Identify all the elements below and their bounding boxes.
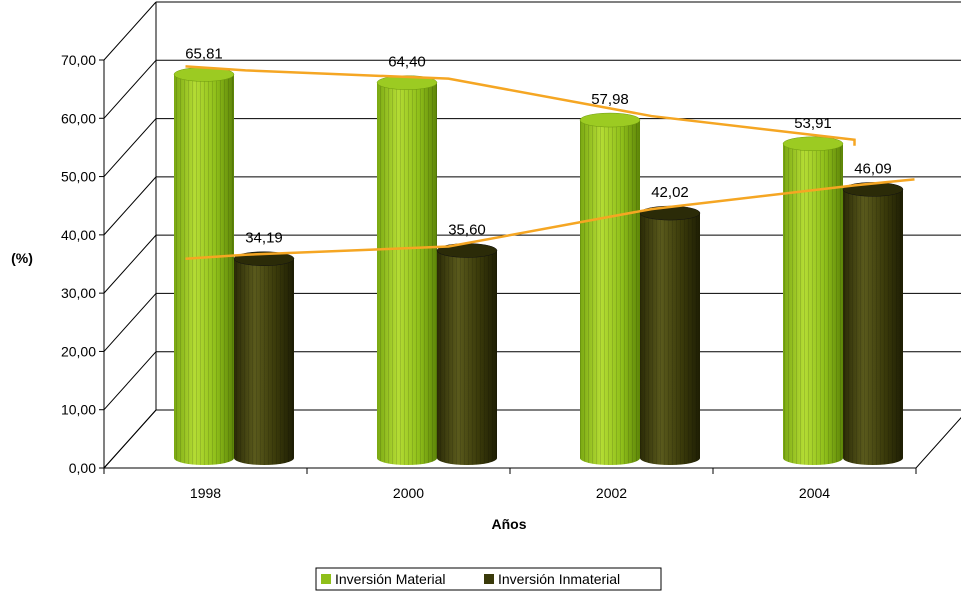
gridline-depth [103,1,157,61]
y-tick-label: 0,00 [69,460,96,476]
bar [639,205,701,465]
bar [436,243,498,465]
data-label: 34,19 [245,230,283,247]
bar-texture [580,120,640,466]
trendline-inmaterial [185,178,915,260]
bar [233,251,295,465]
trendline-material [185,65,856,146]
bars [173,67,904,466]
bar-texture [174,74,234,465]
gridline-depth [103,59,157,119]
y-tick-label: 20,00 [61,343,96,359]
bar-texture [234,258,294,465]
gridline-depth [103,234,157,294]
bar-texture [783,143,843,465]
gridline-depth [103,409,157,469]
x-tick-label: 2000 [393,485,424,501]
data-labels: 65,81 34,19 64,40 35,60 57,98 42,02 53,91 46,09 [185,45,892,246]
gridline-depth [103,176,157,236]
legend-swatch-material [321,574,331,584]
bar [842,182,904,465]
gridline-depth [103,118,157,177]
x-tick-label: 2004 [799,485,830,501]
data-label: 46,09 [854,160,892,177]
bar-top [579,112,641,128]
trendlines [185,65,915,260]
y-axis-ticks: 0,00 10,00 20,00 30,00 40,00 50,00 60,00 70,00 [61,52,104,476]
bar-texture [640,213,700,465]
y-tick-label: 30,00 [61,285,96,301]
legend: Inversión Material Inversión Inmaterial [315,567,662,591]
data-label: 57,98 [591,91,629,108]
x-tick-label: 2002 [596,485,627,501]
bar-top [376,75,438,90]
bar-texture [843,189,903,465]
y-tick-label: 50,00 [61,169,96,185]
y-tick-label: 40,00 [61,227,96,243]
x-axis-title: Años [492,516,527,532]
bar-top [782,136,844,152]
legend-label-inmaterial: Inversión Inmaterial [498,571,620,587]
bar [376,75,438,465]
y-tick-label: 70,00 [61,52,96,68]
gridline-depth [103,293,157,352]
y-axis-title: (%) [11,250,33,266]
bar [173,67,235,465]
legend-label-material: Inversión Material [335,571,446,587]
y-tick-label: 10,00 [61,402,96,418]
bar [579,112,641,466]
bar-texture [437,250,497,465]
y-tick-label: 60,00 [61,110,96,126]
gridline-depth [103,351,157,411]
bar-top [639,205,701,221]
bar-texture [377,82,437,465]
data-label: 64,40 [388,54,426,71]
x-tick-label: 1998 [190,485,221,501]
data-label: 35,60 [448,222,486,239]
data-label: 65,81 [185,45,223,62]
bar [782,136,844,465]
legend-swatch-inmaterial [484,574,494,584]
x-axis-ticks: 1998 2000 2002 2004 [103,468,917,501]
data-label: 42,02 [651,184,689,201]
data-label: 53,91 [794,115,832,132]
